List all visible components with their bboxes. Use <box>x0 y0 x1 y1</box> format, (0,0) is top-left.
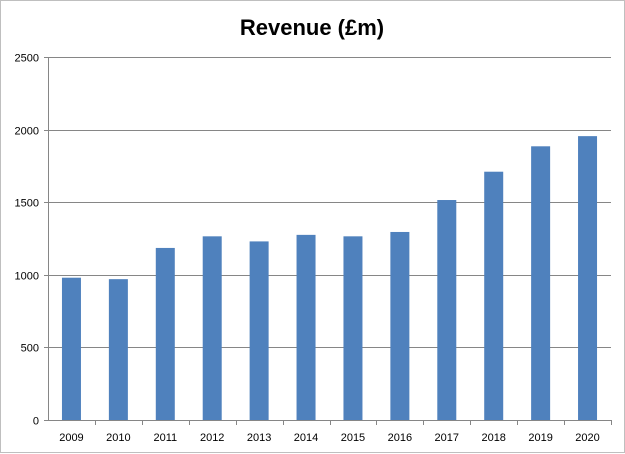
y-tick-label: 2000 <box>15 126 39 138</box>
x-tick-label: 2017 <box>435 432 459 444</box>
x-tick-label: 2009 <box>59 432 83 444</box>
y-tick-label: 1000 <box>15 271 39 283</box>
x-tick-label: 2013 <box>247 432 271 444</box>
x-tick-label: 2018 <box>481 432 505 444</box>
bar-2009 <box>61 277 81 420</box>
y-tick-label: 500 <box>21 343 39 355</box>
x-tick-label: 2011 <box>153 432 177 444</box>
bar-2015 <box>343 236 363 420</box>
y-tick-label: 2500 <box>15 53 39 65</box>
y-tick-label: 0 <box>33 416 39 428</box>
x-tick-labels: 2009 2010 2011 2012 2013 2014 2015 2016 2017 2018… <box>59 432 600 444</box>
x-tick-label: 2012 <box>200 432 224 444</box>
x-tick-label: 2010 <box>106 432 130 444</box>
bar-2014 <box>296 234 316 420</box>
bar-2012 <box>202 236 222 420</box>
bar-2020 <box>578 136 598 420</box>
x-tick-label: 2014 <box>294 432 318 444</box>
bar-2010 <box>108 279 128 420</box>
x-tick-label: 2020 <box>575 432 599 444</box>
x-tick-label: 2016 <box>388 432 412 444</box>
bar-2016 <box>390 231 410 420</box>
bar-2018 <box>484 171 504 420</box>
chart-title: Revenue (£m) <box>240 15 384 40</box>
y-tick-labels: 0 500 1000 1500 2000 2500 <box>15 53 39 428</box>
x-tick-label: 2015 <box>341 432 365 444</box>
bar-2013 <box>249 241 269 420</box>
y-tick-label: 1500 <box>15 198 39 210</box>
bars <box>61 136 598 420</box>
bar-2017 <box>437 200 457 420</box>
x-tick-label: 2019 <box>528 432 552 444</box>
axes <box>44 57 612 425</box>
bar-2019 <box>531 146 551 420</box>
gridlines <box>48 57 611 348</box>
bar-2011 <box>155 247 175 420</box>
